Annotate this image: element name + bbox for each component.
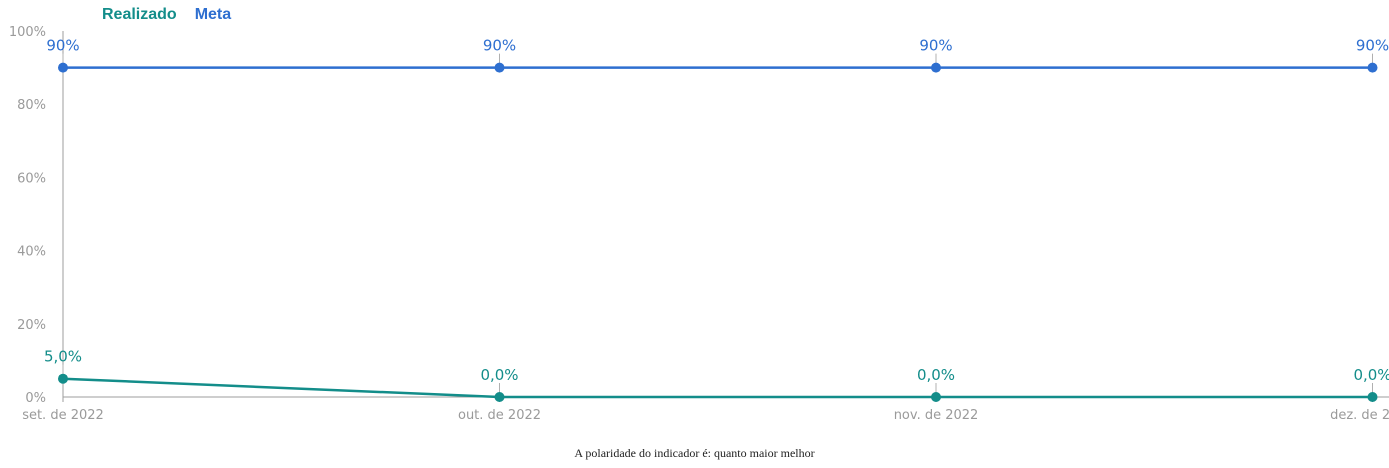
chart-canvas: 0% 20% 40% 60% 80% 100% set. de 2022 out. de 20… <box>9 25 1389 423</box>
data-label-meta: 90% <box>1356 37 1389 55</box>
data-point-realizado <box>1367 392 1378 402</box>
data-label-meta: 90% <box>483 37 516 55</box>
data-point-realizado <box>494 392 505 402</box>
y-tick-label: 0% <box>25 391 46 406</box>
data-label-realizado: 0,0% <box>917 366 955 384</box>
legend-item-meta[interactable]: Meta <box>194 6 232 23</box>
y-tick-label: 80% <box>17 98 46 113</box>
data-point-meta <box>58 62 68 73</box>
data-point-meta <box>1367 62 1378 73</box>
data-point-realizado <box>58 373 68 384</box>
data-point-meta <box>494 62 505 73</box>
data-label-realizado: 5,0% <box>44 348 82 366</box>
x-tick-label: out. de 2022 <box>458 408 541 423</box>
y-tick-label: 20% <box>17 318 46 333</box>
data-label-meta: 90% <box>919 37 952 55</box>
polarity-note: A polaridade do indicador é: quanto maio… <box>574 446 815 460</box>
x-tick-label: set. de 2022 <box>22 408 104 423</box>
line-chart: 0% 20% 40% 60% 80% 100% set. de 2022 out. de 20… <box>9 25 1389 423</box>
chart-legend: Realizado Meta <box>102 6 231 24</box>
y-tick-label: 100% <box>9 25 46 40</box>
data-label-meta: 90% <box>46 37 79 55</box>
data-point-meta <box>931 62 941 73</box>
series-line-realizado <box>62 377 1373 399</box>
legend-item-realizado[interactable]: Realizado <box>102 6 177 23</box>
y-tick-label: 60% <box>17 171 46 186</box>
data-label-realizado: 0,0% <box>1353 366 1389 384</box>
y-tick-label: 40% <box>17 245 46 260</box>
data-point-realizado <box>931 392 941 402</box>
x-tick-label: dez. de 2022 <box>1330 408 1389 423</box>
data-label-realizado: 0,0% <box>480 366 518 384</box>
x-tick-label: nov. de 2022 <box>894 408 979 423</box>
